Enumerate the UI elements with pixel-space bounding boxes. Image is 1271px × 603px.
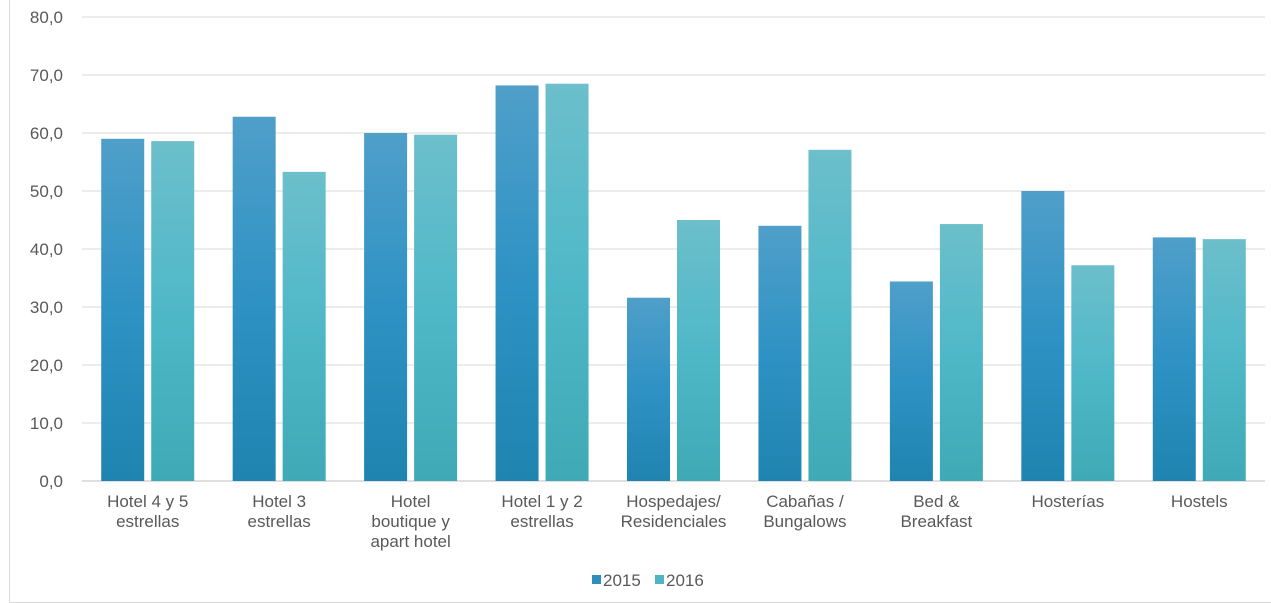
y-tick-label: 30,0: [30, 298, 63, 317]
bar-2016: [1071, 265, 1115, 481]
category-label: Breakfast: [900, 512, 972, 531]
bar-2016: [1202, 239, 1246, 481]
bar-2015: [1021, 191, 1065, 481]
legend-swatch-2016: [655, 575, 664, 584]
y-tick-label: 50,0: [30, 182, 63, 201]
bar-2016: [545, 83, 589, 481]
bar-2015: [495, 85, 539, 481]
bar-2016: [677, 220, 720, 481]
category-label: Hospedajes/: [626, 492, 721, 511]
category-label: Residenciales: [621, 512, 727, 531]
category-label: boutique y: [371, 512, 450, 531]
legend-label-2015: 2015: [603, 571, 641, 590]
bar-2015: [758, 225, 802, 481]
bar-2015: [101, 138, 145, 482]
y-tick-label: 40,0: [30, 240, 63, 259]
bar-2016: [282, 171, 326, 482]
category-label: Bungalows: [763, 512, 846, 531]
legend-label-2016: 2016: [666, 571, 704, 590]
bars: [101, 83, 1246, 482]
category-label: Hotel: [391, 492, 431, 511]
category-label: Hotel 4 y 5: [107, 492, 188, 511]
y-tick-label: 20,0: [30, 356, 63, 375]
category-label: Hosterías: [1031, 492, 1104, 511]
category-label: estrellas: [510, 512, 573, 531]
y-axis-ticks: 0,0 10,0 20,0 30,0 40,0 50,0 60,0 70,0 80,0: [30, 8, 63, 491]
gridlines: [82, 16, 1265, 482]
bar-2015: [232, 116, 276, 481]
bar-2016: [151, 141, 195, 481]
legend: 2015 2016: [592, 571, 704, 590]
category-label: Bed &: [913, 492, 960, 511]
bar-2016: [414, 134, 458, 482]
category-label: Hostels: [1171, 492, 1228, 511]
bar-2015: [1152, 237, 1196, 481]
legend-swatch-2015: [592, 575, 601, 584]
category-label: apart hotel: [370, 532, 450, 551]
category-label: Cabañas /: [766, 492, 844, 511]
category-label: Hotel 3: [252, 492, 306, 511]
y-tick-label: 60,0: [30, 124, 63, 143]
y-tick-label: 0,0: [39, 472, 63, 491]
y-tick-label: 10,0: [30, 414, 63, 433]
category-label: estrellas: [248, 512, 311, 531]
bar-2015: [627, 297, 670, 481]
category-label: estrellas: [116, 512, 179, 531]
category-label: Hotel 1 y 2: [501, 492, 582, 511]
bar-2015: [364, 133, 408, 481]
y-tick-label: 80,0: [30, 8, 63, 27]
bar-2016: [939, 224, 983, 481]
bar-2015: [889, 281, 933, 481]
y-tick-label: 70,0: [30, 66, 63, 85]
bar-2016: [808, 149, 852, 481]
